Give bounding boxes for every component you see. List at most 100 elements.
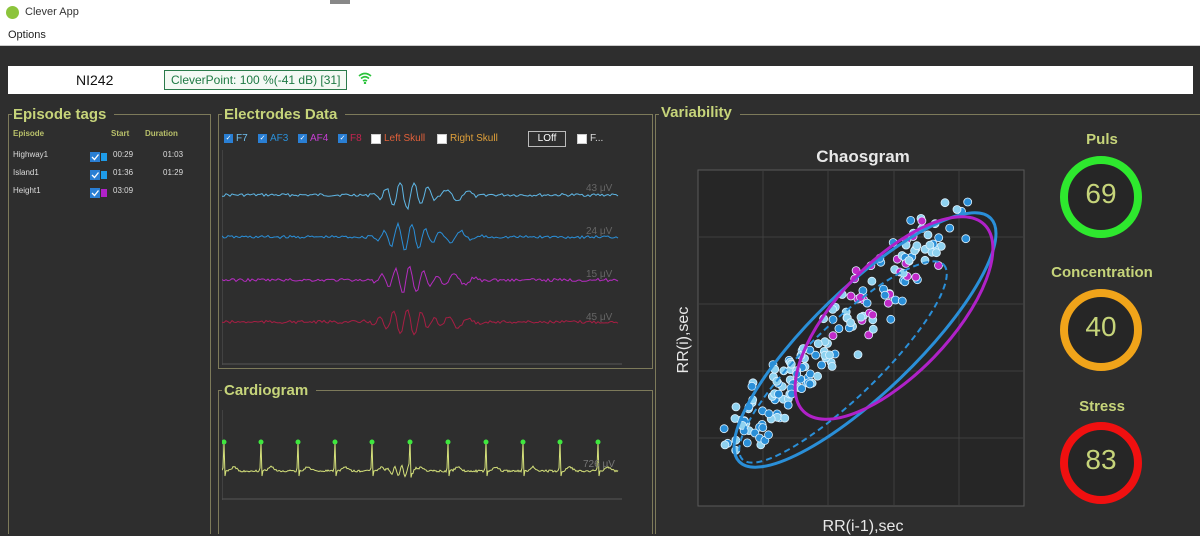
chaosgram-plot-area: [697, 169, 1025, 507]
r-peak-marker: [258, 439, 264, 445]
chaosgram-point: [917, 216, 927, 226]
episode-name: Highway1: [13, 150, 49, 159]
amp-label-af4: 15 μV: [586, 269, 613, 280]
chaosgram-chart: Chaosgram RR(i),sec RR(i-1),sec: [675, 147, 1025, 535]
channel-left-skull-checkbox[interactable]: Left Skull: [371, 133, 425, 144]
chaosgram-point: [764, 430, 773, 440]
chaosgram-point: [846, 318, 856, 328]
cardiogram-panel-border-left: [218, 390, 219, 534]
chaosgram-point: [828, 331, 838, 341]
wifi-icon: [358, 72, 372, 84]
variability-panel-border-top: [655, 114, 659, 115]
chaosgram-point: [758, 423, 768, 433]
chaosgram-point: [945, 223, 955, 233]
ecg-amp-label: 726 μV: [583, 459, 615, 470]
chaosgram-point: [731, 402, 741, 412]
channel-right-skull-checkbox[interactable]: Right Skull: [437, 133, 498, 144]
channel-af4-checkbox[interactable]: ✓ AF4: [298, 133, 329, 144]
chaosgram-point: [811, 350, 821, 360]
channel-f7-checkbox[interactable]: ✓ F7: [224, 133, 248, 144]
puls-ring: 69: [1060, 156, 1142, 238]
device-name: NI242: [76, 72, 114, 88]
episode-toggle[interactable]: [90, 185, 107, 198]
cardiogram-plot: 726 μV: [222, 410, 622, 500]
chaosgram-point: [897, 296, 907, 306]
eeg-trace-af3: [222, 221, 619, 251]
chaosgram-point: [963, 197, 973, 207]
eeg-trace-f7: [222, 181, 619, 211]
channel-af3-checkbox[interactable]: ✓ AF3: [258, 133, 289, 144]
chaosgram-point: [940, 198, 950, 208]
cleverpoint-status[interactable]: CleverPoint: 100 %(-41 dB) [31]: [164, 70, 348, 90]
concentration-ring: 40: [1060, 289, 1142, 371]
chaosgram-xlabel: RR(i-1),sec: [823, 518, 904, 535]
chaosgram-point: [730, 414, 740, 423]
chaosgram-title: Chaosgram: [816, 147, 910, 166]
episode-tags-title: Episode tags: [13, 106, 107, 123]
chaosgram-point: [853, 350, 863, 360]
electrodes-panel-border-top: [345, 114, 653, 115]
cardiogram-panel-border-right: [652, 390, 653, 534]
chaosgram-point: [912, 241, 922, 251]
episode-toggle[interactable]: [90, 167, 107, 180]
r-peak-marker: [595, 439, 601, 445]
puls-value: 69: [1085, 178, 1117, 209]
r-peak-marker: [295, 439, 301, 445]
eeg-trace-af4: [222, 265, 619, 293]
stress-value: 83: [1085, 444, 1117, 475]
chaosgram-ylabel: RR(i),sec: [675, 307, 692, 374]
chaosgram-point: [797, 384, 807, 394]
window-title: Clever App: [25, 6, 79, 18]
episode-start: 00:29: [113, 150, 134, 159]
chaosgram-point: [856, 312, 866, 322]
chaosgram-point: [868, 310, 878, 320]
chaosgram-point: [813, 339, 823, 349]
chaosgram-point: [862, 298, 872, 308]
stress-label: Stress: [1079, 398, 1125, 415]
chaosgram-point: [783, 400, 793, 410]
chaosgram-point: [780, 413, 790, 423]
chaosgram-point: [817, 360, 827, 370]
puls-label: Puls: [1086, 131, 1118, 148]
episode-panel-border-left: [8, 114, 9, 534]
r-peak-markers: [222, 439, 601, 445]
episode-panel-border-right: [210, 114, 211, 534]
r-peak-marker: [222, 439, 227, 445]
episode-duration: 01:29: [163, 168, 184, 177]
chaosgram-point: [805, 379, 815, 389]
loff-button[interactable]: LOff: [528, 131, 566, 147]
episode-duration: 01:03: [163, 150, 184, 159]
concentration-value: 40: [1085, 311, 1117, 342]
chaosgram-point: [961, 234, 971, 244]
blue-ellipse-dashed: [738, 260, 948, 464]
drag-grip[interactable]: [330, 0, 350, 4]
cardiogram-title: Cardiogram: [224, 382, 309, 399]
menu-options[interactable]: Options: [8, 29, 46, 41]
channel-f8-checkbox[interactable]: ✓ F8: [338, 133, 362, 144]
menu-bar: Options: [0, 25, 1200, 46]
r-peak-marker: [520, 439, 526, 445]
title-bar: Clever App: [0, 0, 1200, 25]
chaosgram-point: [904, 256, 914, 265]
episode-toggle[interactable]: [90, 149, 107, 162]
chaosgram-point: [934, 233, 944, 243]
r-peak-marker: [407, 439, 413, 445]
chaosgram-point: [934, 261, 943, 270]
cardiogram-panel-border-top: [218, 390, 222, 391]
chaosgram-point: [805, 369, 815, 379]
channel-f-checkbox[interactable]: F...: [577, 133, 603, 144]
device-bar: NI242 CleverPoint: 100 %(-41 dB) [31]: [8, 66, 1193, 94]
app-icon: [6, 6, 19, 19]
r-peak-marker: [445, 439, 451, 445]
variability-panel-border-top: [740, 114, 1200, 115]
chaosgram-point: [827, 361, 837, 371]
col-duration: Duration: [145, 129, 178, 138]
r-peak-marker: [483, 439, 489, 445]
amp-label-f7: 43 μV: [586, 183, 613, 194]
chaosgram-point: [886, 314, 896, 324]
chaosgram-point: [747, 381, 757, 391]
eeg-plot: 43 μV 24 μV 15 μV 45 μV: [222, 150, 622, 365]
chaosgram-point: [764, 409, 774, 419]
r-peak-marker: [369, 439, 375, 445]
ecg-trace: [222, 440, 619, 478]
